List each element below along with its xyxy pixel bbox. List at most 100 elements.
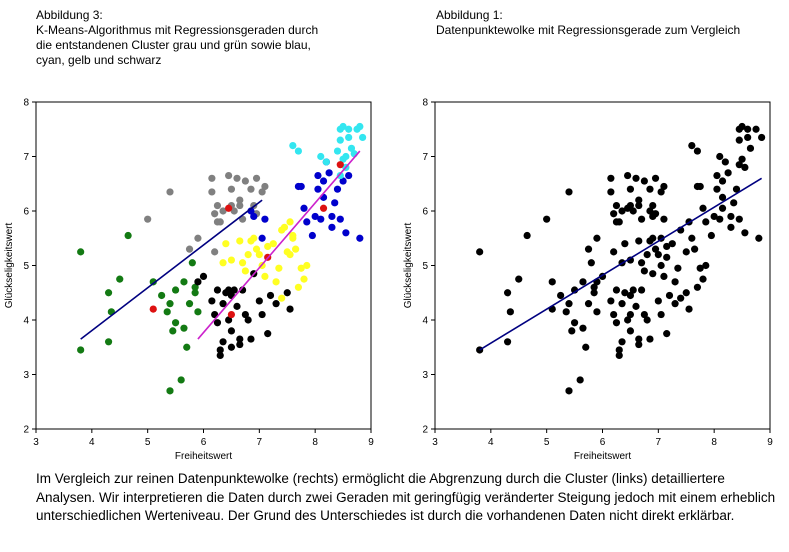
left-data-point-black [216, 351, 224, 360]
right-data-point-black [579, 324, 587, 332]
right-data-point-black [735, 161, 743, 169]
left-data-point-green [166, 387, 174, 395]
right-data-point-black [579, 278, 587, 286]
right-data-point-black [685, 305, 693, 313]
right-data-point-black [570, 319, 579, 327]
right-data-point-black [688, 142, 696, 150]
left-data-point-cyan [336, 171, 344, 180]
left-data-point-grey [233, 174, 241, 182]
left-data-point-cyan [342, 152, 350, 161]
right-data-point-black [649, 201, 657, 210]
right-data-point-black [590, 283, 598, 291]
right-data-point-black [629, 286, 637, 294]
left-data-point-yellow [297, 264, 305, 272]
right-data-point-black [727, 212, 735, 221]
right-data-point-black [710, 212, 718, 221]
right-data-point-black [506, 308, 514, 316]
left-x-tick-label: 5 [145, 437, 151, 448]
right-data-point-black [593, 308, 601, 316]
right-data-point-black [718, 193, 727, 201]
right-data-point-black [557, 291, 565, 300]
left-data-point-blue [325, 169, 333, 177]
left-data-point-grey [144, 215, 152, 223]
left-data-point-green [158, 291, 166, 300]
left-data-point-black [194, 278, 202, 286]
left-data-point-green [194, 308, 202, 316]
left-data-point-green [191, 283, 199, 291]
left-data-point-blue [300, 204, 308, 212]
right-data-point-black [735, 136, 743, 144]
right-data-point-black [618, 338, 626, 346]
right-x-tick-label: 4 [488, 437, 494, 448]
left-data-point-green [104, 289, 113, 297]
right-data-point-black [635, 340, 643, 349]
left-data-point-black [241, 310, 249, 319]
left-data-point-cyan [359, 133, 367, 142]
right-data-point-black [590, 289, 598, 297]
left-data-point-green [124, 231, 132, 240]
right-y-tick-label: 8 [422, 98, 428, 109]
right-data-point-black [607, 188, 615, 196]
left-data-point-green [177, 376, 185, 384]
right-x-axis-label: Freiheitswert [574, 451, 631, 462]
left-x-tick-label: 3 [33, 437, 39, 448]
left-data-point-blue [250, 212, 258, 221]
right-y-tick-label: 5 [422, 261, 428, 272]
right-data-point-black [665, 291, 674, 300]
left-data-point-black [213, 286, 222, 294]
left-data-point-black [233, 302, 241, 310]
right-data-point-black [610, 210, 618, 218]
left-data-point-cyan [336, 136, 344, 144]
left-data-point-green [183, 343, 191, 351]
right-data-point-black [688, 234, 696, 242]
left-data-point-blue [314, 185, 322, 193]
right-data-point-black [682, 248, 690, 256]
right-data-point-black [612, 286, 621, 294]
left-y-tick-label: 8 [23, 98, 29, 109]
right-data-point-black [755, 234, 763, 242]
right-data-point-black [677, 294, 685, 302]
left-data-point-blue [311, 212, 319, 221]
right-data-point-black [503, 338, 512, 346]
right-data-point-black [746, 144, 755, 152]
right-data-point-black [626, 185, 635, 193]
left-data-point-blue [342, 229, 350, 237]
right-y-tick-label: 2 [422, 425, 428, 436]
left-data-point-blue [345, 171, 353, 180]
right-data-point-black [671, 300, 679, 308]
right-data-point-black [476, 346, 484, 354]
right-data-point-black [562, 308, 570, 316]
right-data-point-black [621, 240, 629, 248]
explanation-paragraph: Im Vergleich zur reinen Datenpunktewolke… [36, 471, 776, 523]
left-data-point-blue [319, 193, 328, 201]
left-data-point-blue [297, 182, 305, 191]
left-x-axis-label: Freiheitswert [175, 451, 232, 462]
right-data-point-black [693, 147, 702, 155]
right-data-point-black [615, 218, 623, 226]
right-data-point-black [612, 201, 621, 210]
left-data-point-green [169, 327, 177, 335]
left-data-point-blue [308, 231, 316, 240]
left-regression-line [80, 199, 263, 340]
right-data-point-black [629, 207, 637, 215]
left-data-point-yellow [272, 278, 280, 286]
right-data-point-black [635, 201, 643, 210]
right-regression-line [479, 177, 763, 351]
right-data-point-black [621, 289, 629, 297]
right-data-point-black [565, 387, 573, 395]
right-data-point-black [584, 300, 593, 308]
left-data-point-yellow [275, 264, 283, 272]
right-data-point-black [615, 346, 623, 354]
left-x-tick-label: 4 [89, 437, 95, 448]
left-data-point-grey [211, 248, 219, 256]
left-data-point-yellow [278, 294, 286, 302]
right-data-point-black [649, 234, 657, 242]
left-data-point-blue [356, 234, 364, 242]
right-x-tick-label: 3 [432, 437, 438, 448]
right-data-point-black [640, 177, 648, 185]
left-data-point-black [225, 286, 233, 294]
left-y-tick-label: 6 [23, 207, 29, 218]
right-data-point-black [727, 223, 735, 231]
left-data-point-grey [208, 188, 216, 196]
left-data-point-yellow [252, 245, 261, 253]
